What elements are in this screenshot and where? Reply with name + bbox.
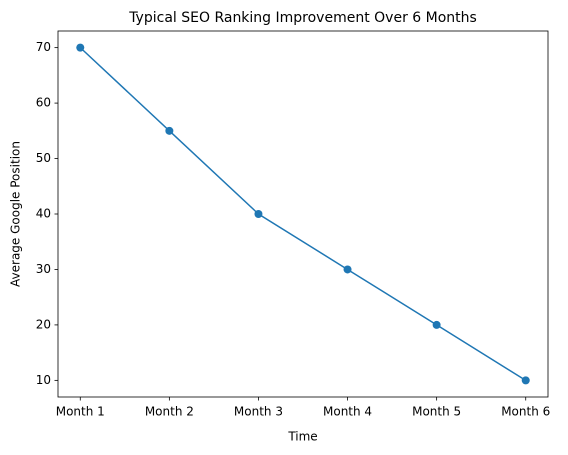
x-tick-label: Month 3 (234, 405, 283, 419)
x-tick-label: Month 6 (501, 405, 550, 419)
y-tick-label: 50 (36, 151, 51, 165)
y-tick-label: 40 (36, 207, 51, 221)
y-tick-label: 30 (36, 262, 51, 276)
marker (254, 210, 263, 218)
x-tick-label: Month 1 (56, 405, 105, 419)
y-tick-label: 70 (36, 40, 51, 54)
axes-frame (57, 30, 549, 398)
marker (521, 376, 530, 385)
chart-title: Typical SEO Ranking Improvement Over 6 M… (128, 10, 477, 26)
marker (432, 320, 441, 329)
marker (76, 43, 85, 52)
y-tick-label: 20 (36, 317, 51, 331)
x-axis-label: Time (287, 430, 317, 444)
y-axis-label: Average Google Position (9, 141, 23, 287)
x-tick-label: Month 2 (145, 405, 194, 419)
marker (165, 126, 174, 135)
y-tick-label: 10 (36, 373, 51, 387)
marker (343, 265, 352, 274)
x-tick-label: Month 5 (412, 405, 461, 419)
y-tick-label: 60 (36, 96, 51, 110)
line (79, 47, 527, 382)
x-tick-label: Month 4 (323, 405, 372, 419)
